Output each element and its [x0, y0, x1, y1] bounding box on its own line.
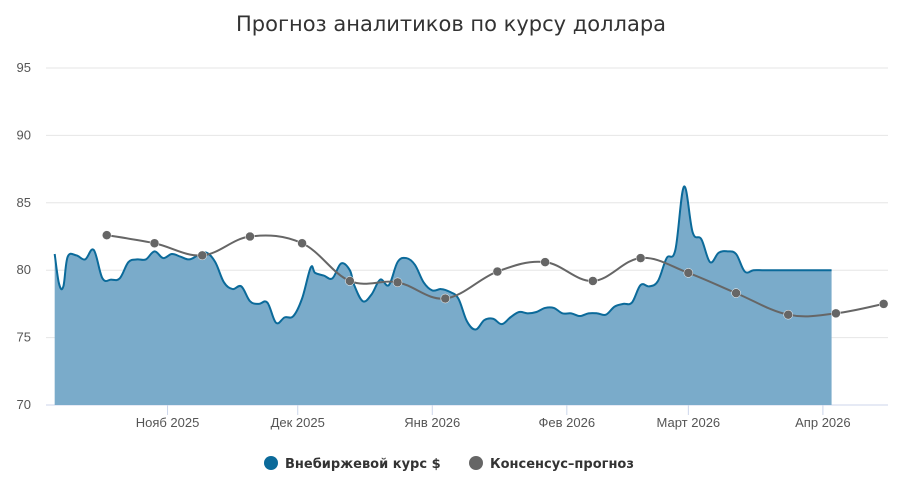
consensus-point[interactable] — [102, 230, 112, 240]
legend-label: Внебиржевой курс $ — [285, 457, 441, 472]
consensus-point[interactable] — [297, 238, 307, 248]
consensus-point[interactable] — [392, 277, 403, 288]
x-axis: Нояб 2025 Дек 2025 Янв 2026 Фев 2026 Март 20… — [46, 404, 888, 430]
consensus-point[interactable] — [440, 293, 451, 304]
y-tick-label: 75 — [17, 330, 31, 345]
consensus-point[interactable] — [149, 238, 160, 248]
legend-item-consensus[interactable]: Консенсус–прогноз — [469, 456, 634, 472]
y-tick-label: 70 — [17, 397, 31, 412]
legend-marker — [264, 456, 278, 470]
x-tick-label: Фев 2026 — [539, 415, 596, 430]
chart-title: Прогноз аналитиков по курсу доллара — [236, 12, 666, 36]
consensus-point[interactable] — [731, 288, 741, 298]
consensus-point[interactable] — [345, 276, 355, 286]
consensus-point[interactable] — [197, 250, 207, 261]
x-tick-label: Янв 2026 — [404, 415, 460, 430]
consensus-point[interactable] — [683, 268, 694, 278]
legend[interactable]: Внебиржевой курс $ Консенсус–прогноз — [264, 456, 634, 472]
x-tick-label: Нояб 2025 — [136, 415, 200, 430]
consensus-point[interactable] — [831, 308, 841, 319]
legend-marker — [469, 456, 483, 470]
consensus-point[interactable] — [588, 276, 598, 286]
y-tick-label: 90 — [17, 127, 31, 142]
consensus-point[interactable] — [540, 257, 550, 267]
consensus-point[interactable] — [878, 299, 889, 309]
x-tick-label: Март 2026 — [657, 415, 721, 430]
y-tick-label: 85 — [17, 195, 31, 210]
legend-item-otc-rate[interactable]: Внебиржевой курс $ — [264, 456, 441, 472]
y-axis: 70 75 80 85 90 95 — [17, 60, 31, 412]
y-tick-label: 95 — [17, 60, 31, 75]
plot-area — [53, 185, 889, 405]
legend-label: Консенсус–прогноз — [490, 457, 634, 472]
series-line-otc-rate — [53, 185, 832, 331]
x-tick-label: Апр 2026 — [795, 415, 850, 430]
consensus-point[interactable] — [245, 231, 255, 242]
x-tick-label: Дек 2025 — [271, 415, 325, 430]
consensus-point[interactable] — [492, 266, 503, 277]
y-tick-label: 80 — [17, 262, 31, 277]
consensus-point[interactable] — [783, 309, 793, 320]
consensus-point[interactable] — [635, 253, 646, 263]
